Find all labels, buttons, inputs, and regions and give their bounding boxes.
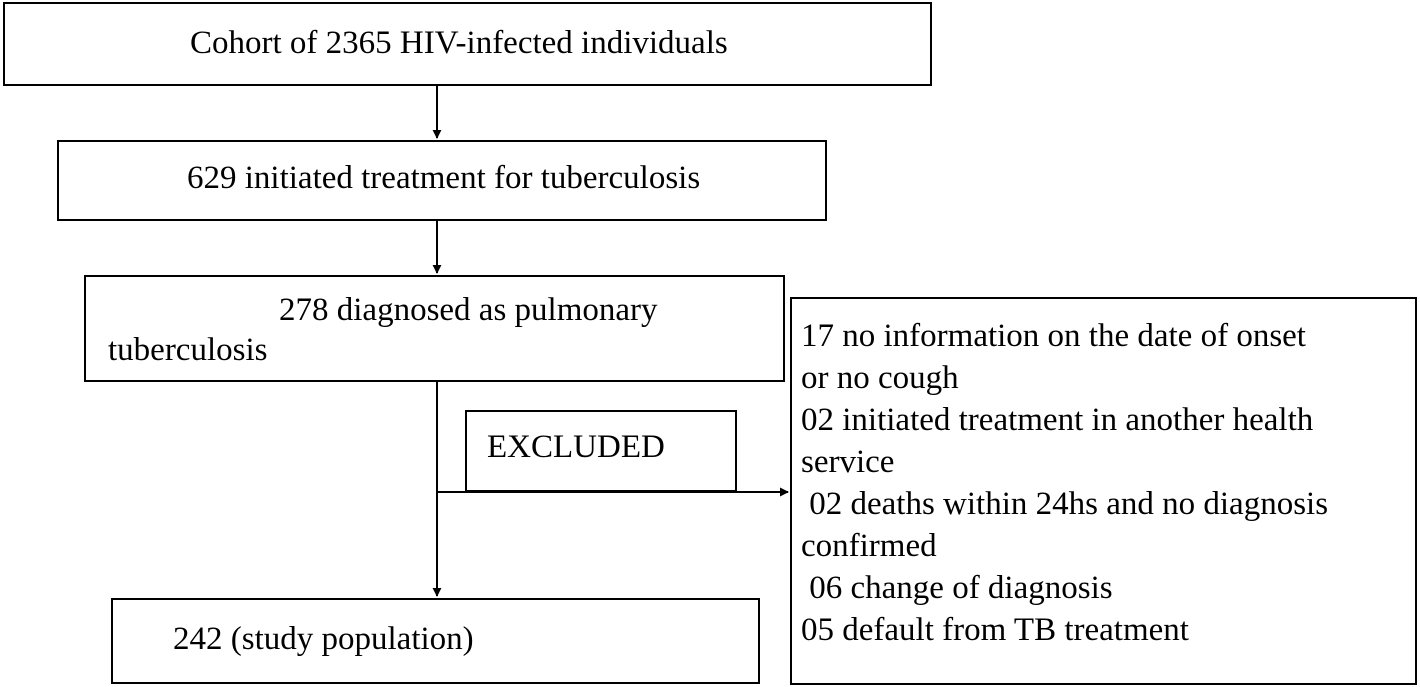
study-population-text: 242 (study population): [173, 621, 474, 657]
pulmonary-tb-text-line1: 278 diagnosed as pulmonary: [279, 292, 658, 328]
pulmonary-tb-box: 278 diagnosed as pulmonary tuberculosis: [84, 275, 785, 382]
exclusion-line: 06 change of diagnosis: [801, 570, 1113, 606]
excluded-label-box: EXCLUDED: [465, 410, 737, 492]
exclusion-line: 02 initiated treatment in another health: [801, 402, 1314, 438]
initiated-treatment-box: 629 initiated treatment for tuberculosis: [57, 140, 827, 221]
exclusions-box: 17 no information on the date of onset o…: [790, 297, 1417, 685]
study-population-box: 242 (study population): [111, 598, 760, 684]
excluded-label-text: EXCLUDED: [487, 429, 665, 465]
cohort-box: Cohort of 2365 HIV-infected individuals: [3, 2, 932, 86]
exclusion-line: confirmed: [801, 528, 937, 564]
cohort-text: Cohort of 2365 HIV-infected individuals: [190, 25, 728, 61]
exclusion-line: service: [801, 444, 895, 480]
exclusion-line: or no cough: [801, 360, 959, 396]
pulmonary-tb-text-line2: tuberculosis: [108, 332, 268, 368]
exclusion-line: 17 no information on the date of onset: [801, 318, 1306, 354]
exclusion-line: 02 deaths within 24hs and no diagnosis: [801, 486, 1329, 522]
initiated-treatment-text: 629 initiated treatment for tuberculosis: [187, 160, 701, 196]
exclusion-line: 05 default from TB treatment: [801, 612, 1189, 648]
